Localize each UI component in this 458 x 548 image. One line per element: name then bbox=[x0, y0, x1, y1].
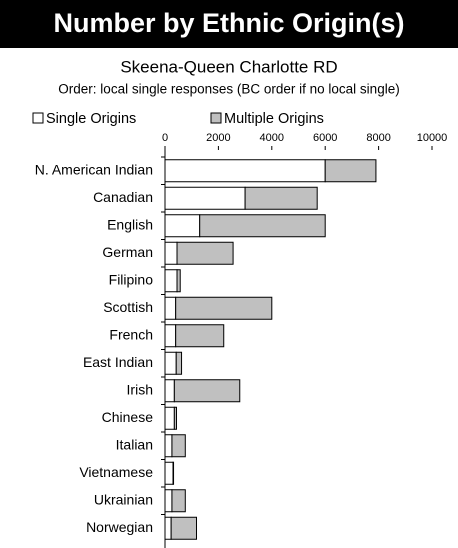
bar bbox=[164, 461, 174, 485]
bar bbox=[173, 379, 241, 403]
chart-note: Order: local single responses (BC order … bbox=[58, 82, 399, 97]
x-tick-label: 6000 bbox=[313, 132, 337, 144]
y-tick-label: Chinese bbox=[102, 409, 154, 425]
bar bbox=[164, 406, 175, 430]
x-tick-label: 10000 bbox=[417, 132, 448, 144]
chart-title: Number by Ethnic Origin(s) bbox=[53, 8, 404, 38]
bar bbox=[164, 186, 246, 210]
y-tick-label: Italian bbox=[116, 436, 153, 452]
y-tick-label: Filipino bbox=[109, 271, 154, 287]
y-tick-label: German bbox=[102, 244, 153, 260]
y-tick-label: English bbox=[107, 216, 153, 232]
bar bbox=[164, 434, 173, 458]
bar bbox=[171, 489, 186, 513]
title-band bbox=[0, 0, 458, 48]
bar bbox=[164, 269, 178, 293]
x-tick-label: 4000 bbox=[260, 132, 284, 144]
x-tick-label: 0 bbox=[162, 132, 168, 144]
y-tick-label: Canadian bbox=[93, 189, 153, 205]
legend-swatch bbox=[210, 112, 222, 124]
legend-label: Single Origins bbox=[46, 111, 136, 127]
bar bbox=[176, 241, 234, 265]
bar bbox=[199, 214, 326, 238]
y-tick-label: N. American Indian bbox=[35, 161, 153, 177]
legend-swatch bbox=[32, 112, 44, 124]
bar bbox=[170, 516, 198, 540]
x-tick-label: 8000 bbox=[366, 132, 390, 144]
y-tick-label: French bbox=[109, 326, 153, 342]
bar bbox=[244, 186, 318, 210]
bar bbox=[164, 351, 177, 375]
y-tick-label: Scottish bbox=[103, 299, 153, 315]
bar bbox=[164, 516, 172, 540]
bar bbox=[164, 489, 173, 513]
bar bbox=[164, 159, 326, 183]
chart-subtitle: Skeena-Queen Charlotte RD bbox=[120, 57, 337, 76]
y-tick-label: East Indian bbox=[83, 354, 153, 370]
bar bbox=[164, 241, 178, 265]
y-tick-label: Vietnamese bbox=[79, 464, 153, 480]
y-tick-label: Ukrainian bbox=[94, 491, 153, 507]
legend-label: Multiple Origins bbox=[224, 111, 324, 127]
y-tick-label: Norwegian bbox=[86, 519, 153, 535]
bar bbox=[172, 461, 175, 485]
bar bbox=[324, 159, 377, 183]
bar bbox=[175, 324, 225, 348]
bar bbox=[164, 379, 175, 403]
bar bbox=[164, 324, 177, 348]
bar bbox=[164, 296, 177, 320]
bar bbox=[164, 214, 201, 238]
bar bbox=[175, 296, 273, 320]
bar bbox=[171, 434, 186, 458]
bar bbox=[175, 351, 183, 375]
bar bbox=[176, 269, 181, 293]
x-tick-label: 2000 bbox=[206, 132, 230, 144]
y-tick-label: Irish bbox=[127, 381, 153, 397]
bar bbox=[173, 406, 177, 430]
